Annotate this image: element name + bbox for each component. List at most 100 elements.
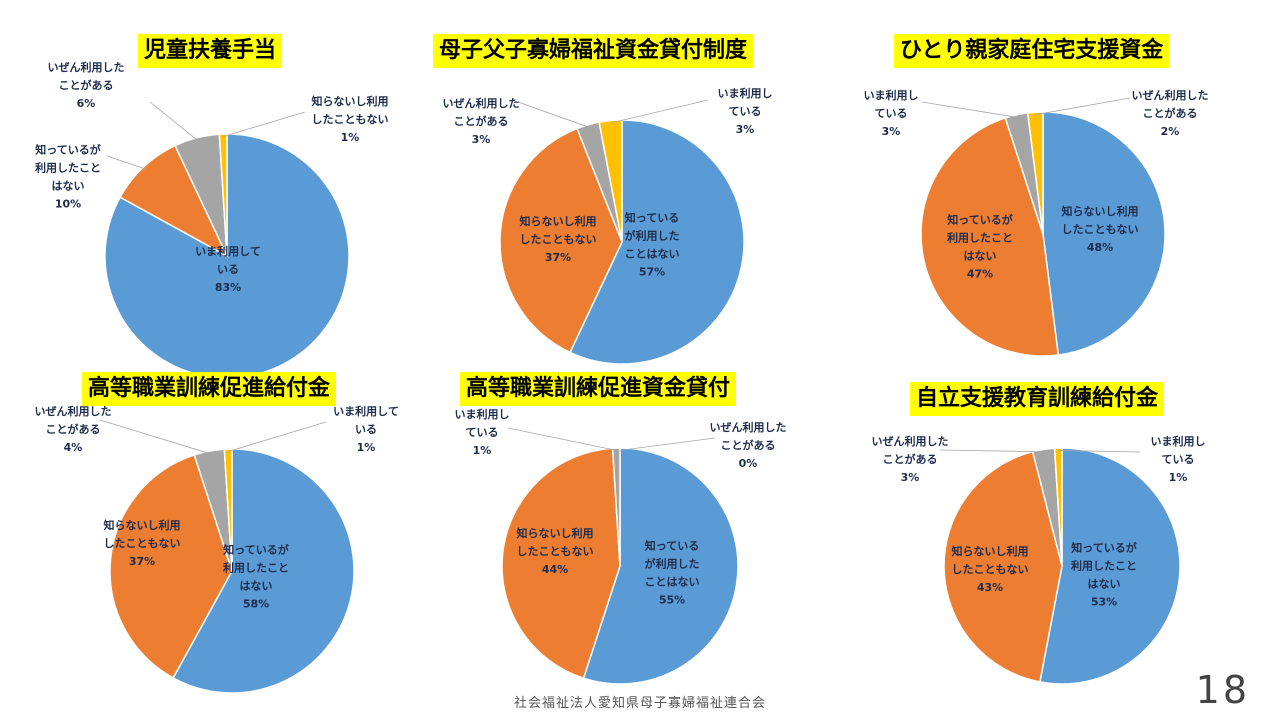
data-label-line: したこともない [103,536,181,550]
data-label-line: はない [239,580,273,593]
data-label-line: したこともない [1061,222,1139,236]
data-label-line: ことがある [453,114,509,128]
data-label-line: ことはない [644,576,700,589]
data-label-line: が利用した [644,557,700,571]
data-label-line: 知らないし利用 [311,94,389,108]
data-label-percent: 58% [242,598,270,612]
data-label: いぜん利用した ことがある 2% [1132,87,1209,141]
footer-organization: 社会福祉法人愛知県母子寡婦福祉連合会 [513,696,766,711]
data-label-line: いぜん利用した [442,96,520,110]
chart-title: 高等職業訓練促進資金貸付 [460,372,737,406]
data-label: 知らないし利用 したこともない 48% [1062,203,1139,257]
pie-slice [1042,111,1166,356]
data-label: 知っているが 利用したこと はない 47% [947,212,1013,285]
leader-line [517,101,589,128]
data-label-line: したこともない [951,562,1029,576]
pie-slice [218,133,228,257]
data-label-line: 知らないし利用 [951,544,1029,558]
leader-line [610,99,709,124]
data-label-percent: 3% [881,125,901,139]
pie-chart [920,97,1166,357]
data-label-percent: 4% [63,441,83,455]
data-label-line: はない [1087,578,1121,591]
pie-slice [499,127,623,354]
data-label-line: いぜん利用した [709,420,787,434]
chart-title: ひとり親家庭住宅支援資金 [894,34,1170,68]
chart-title: 高等職業訓練促進給付金 [82,372,337,406]
pie-chart-panel: 知っている が利用した ことはない 55% 知らないし利用 したこともない 44% いま利用し… [430,370,850,725]
data-label-line: ことがある [1142,106,1198,120]
data-label: いま利用し ている 3% [864,87,919,141]
data-label: 知っている が利用した ことはない 55% [645,538,700,611]
leader-line [921,101,1017,118]
data-label-line: 知っている [624,211,680,225]
data-label-percent: 1% [356,441,376,455]
data-label: 知らないし利用 したこともない 44% [517,525,594,579]
data-label-percent: 1% [340,131,360,145]
pie-chart [939,447,1181,685]
data-label-percent: 1% [472,444,492,458]
leader-line [149,101,198,141]
pie-slice [943,450,1063,683]
data-label-line: 利用したこと [1071,559,1137,573]
pie-slice [1053,447,1063,567]
data-label-line: いま利用し [863,88,919,102]
data-label: いま利用している 1% [333,403,399,457]
leader-line [939,449,1044,453]
data-label-line: 知らないし利用 [103,518,181,532]
data-label: 知らないし利用 したこともない 1% [312,93,389,147]
leader-line [223,111,306,137]
data-label-line: いる [354,422,377,436]
data-label-percent: 37% [128,555,156,569]
data-label-percent: 6% [76,97,96,111]
data-label-line: いま利用して [333,404,399,418]
data-label-line: いぜん利用した [1131,88,1209,102]
data-label: いぜん利用した ことがある 6% [48,59,125,113]
pie-chart-panel: 知らないし利用 したこともない 48% 知っているが 利用したこと はない 47% いま利用し… [850,30,1270,385]
data-label-line: ことはない [624,248,680,261]
data-label-line: はない [51,180,85,193]
data-label-line: 知っているが [947,213,1013,227]
chart-title: 自立支援教育訓練給付金 [910,382,1165,416]
pie-chart-panel: いま利用して いる 83% 知っているが 利用したこと はない 10% いぜん利用した ことがあ… [20,30,440,385]
data-label-line: いま利用し [454,407,510,421]
pie-chart [501,427,739,685]
pie-chart-panel: 知っているが 利用したこと はない 58% 知らないし利用 したこともない 37% いぜん利用… [20,370,440,725]
data-label: いま利用している 1% [1151,433,1206,487]
data-label: いま利用し ている 3% [718,85,773,139]
pie-chart-panel: 知っている が利用した ことはない 57% 知らないし利用 したこともない 37% いぜん利用… [430,30,850,385]
pie-chart [99,419,355,694]
leader-line [507,427,617,451]
data-label-line: いま利用し [1150,434,1206,448]
data-label-percent: 43% [976,581,1004,595]
data-label-line: ことがある [720,438,776,452]
data-label-line: ている [1161,452,1195,466]
data-label-percent: 83% [214,281,242,295]
data-label: いま利用して いる 83% [195,243,261,297]
data-label-line: 利用したこと [947,231,1013,245]
data-label-line: ことがある [58,78,114,92]
pie-slice [109,454,233,679]
chart-title: 児童扶養手当 [138,34,283,68]
data-label-line: はない [963,250,997,263]
data-label-line: いま利用し [717,86,773,100]
data-label: いぜん利用した ことがある 4% [35,403,112,457]
data-label-percent: 3% [735,123,755,137]
data-label-line: いぜん利用した [871,434,949,448]
leader-line [1035,97,1131,116]
pie-chart [104,101,350,379]
data-label-percent: 47% [966,268,994,282]
pie-slice [1039,447,1181,685]
data-label-percent: 10% [54,198,82,212]
pie-slice [172,448,355,694]
data-label-line: が利用した [624,229,680,243]
data-label-line: ことがある [45,422,101,436]
data-label: 知っているが利用したことはない 57% [625,210,680,283]
data-label-line: 知っているが [223,543,289,557]
data-label-line: したこともない [519,232,597,246]
data-label-percent: 53% [1090,596,1118,610]
data-label-percent: 57% [638,266,666,280]
pie-slice [119,144,229,258]
data-label-percent: 55% [658,594,686,608]
data-label-line: 知らないし利用 [516,526,594,540]
